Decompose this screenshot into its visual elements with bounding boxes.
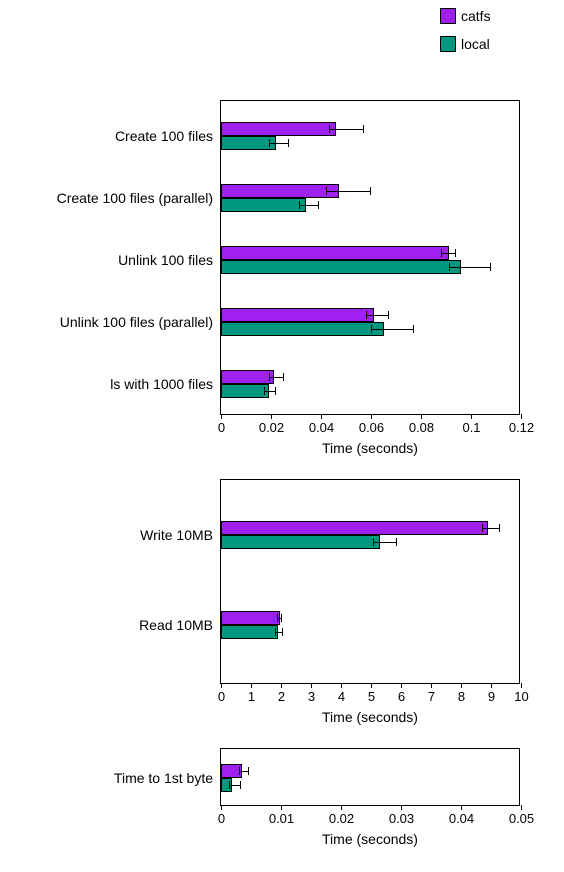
xtick-label: 0.02 bbox=[259, 420, 284, 435]
xtick: 0 bbox=[221, 805, 222, 810]
category-label: Time to 1st byte bbox=[114, 770, 213, 786]
catfs-bar bbox=[221, 122, 336, 136]
xtick: 0.12 bbox=[521, 414, 522, 419]
xtick: 0.05 bbox=[521, 805, 522, 810]
xtick: 10 bbox=[521, 683, 522, 688]
local-bar bbox=[221, 535, 380, 549]
xtick-label: 4 bbox=[338, 689, 345, 704]
legend-item: local bbox=[440, 36, 491, 52]
error-bar bbox=[482, 528, 500, 529]
category-label: ls with 1000 files bbox=[110, 376, 213, 392]
catfs-bar bbox=[221, 611, 280, 625]
xtick: 0.01 bbox=[281, 805, 282, 810]
chart-panel: 00.020.040.060.080.10.12Time (seconds)Cr… bbox=[220, 100, 520, 415]
xtick-label: 0 bbox=[218, 811, 225, 826]
xtick-label: 10 bbox=[514, 689, 528, 704]
error-bar bbox=[269, 143, 289, 144]
catfs-bar bbox=[221, 184, 339, 198]
xtick: 7 bbox=[431, 683, 432, 688]
xtick-label: 9 bbox=[488, 689, 495, 704]
local-bar bbox=[221, 625, 278, 639]
error-bar bbox=[371, 329, 414, 330]
xtick-label: 0.1 bbox=[462, 420, 480, 435]
xtick: 0 bbox=[221, 414, 222, 419]
x-axis-label: Time (seconds) bbox=[322, 440, 418, 456]
legend-label: local bbox=[461, 36, 490, 52]
chart-panel: 012345678910Time (seconds)Write 10MBRead… bbox=[220, 479, 520, 684]
xtick: 0 bbox=[221, 683, 222, 688]
category-label: Unlink 100 files (parallel) bbox=[60, 314, 213, 330]
category-label: Create 100 files bbox=[115, 128, 213, 144]
error-bar bbox=[326, 191, 371, 192]
xtick: 0.04 bbox=[461, 805, 462, 810]
error-bar bbox=[229, 785, 241, 786]
legend-label: catfs bbox=[461, 8, 491, 24]
catfs-bar bbox=[221, 246, 449, 260]
xtick: 9 bbox=[491, 683, 492, 688]
xtick-label: 0.04 bbox=[449, 811, 474, 826]
xtick-label: 0.03 bbox=[389, 811, 414, 826]
xtick: 8 bbox=[461, 683, 462, 688]
error-bar bbox=[366, 315, 389, 316]
xtick-label: 0.01 bbox=[269, 811, 294, 826]
xtick-label: 0 bbox=[218, 689, 225, 704]
legend-item: catfs bbox=[440, 8, 491, 24]
xtick-label: 0.04 bbox=[309, 420, 334, 435]
error-bar bbox=[277, 618, 282, 619]
error-bar bbox=[449, 267, 492, 268]
xtick: 0.08 bbox=[421, 414, 422, 419]
xtick-label: 8 bbox=[458, 689, 465, 704]
xtick: 0.03 bbox=[401, 805, 402, 810]
catfs-bar bbox=[221, 521, 488, 535]
error-bar bbox=[299, 205, 319, 206]
xtick-label: 1 bbox=[248, 689, 255, 704]
chart-panel: 00.010.020.030.040.05Time (seconds)Time … bbox=[220, 748, 520, 806]
xtick: 4 bbox=[341, 683, 342, 688]
xtick: 0.1 bbox=[471, 414, 472, 419]
error-bar bbox=[239, 771, 249, 772]
xtick-label: 0.08 bbox=[409, 420, 434, 435]
xtick: 1 bbox=[251, 683, 252, 688]
xtick-label: 5 bbox=[368, 689, 375, 704]
error-bar bbox=[329, 129, 364, 130]
xtick-label: 2 bbox=[278, 689, 285, 704]
catfs-bar bbox=[221, 370, 274, 384]
xtick: 0.04 bbox=[321, 414, 322, 419]
local-bar bbox=[221, 260, 461, 274]
local-bar bbox=[221, 384, 269, 398]
error-bar bbox=[441, 253, 456, 254]
category-label: Create 100 files (parallel) bbox=[57, 190, 213, 206]
category-label: Unlink 100 files bbox=[118, 252, 213, 268]
xtick-label: 0.02 bbox=[329, 811, 354, 826]
x-axis-label: Time (seconds) bbox=[322, 709, 418, 725]
legend-swatch bbox=[440, 8, 456, 24]
xtick: 5 bbox=[371, 683, 372, 688]
category-label: Read 10MB bbox=[139, 617, 213, 633]
xtick: 0.02 bbox=[271, 414, 272, 419]
xtick: 2 bbox=[281, 683, 282, 688]
xtick: 3 bbox=[311, 683, 312, 688]
xtick-label: 0.12 bbox=[509, 420, 534, 435]
xtick-label: 6 bbox=[398, 689, 405, 704]
xtick-label: 3 bbox=[308, 689, 315, 704]
legend-swatch bbox=[440, 36, 456, 52]
error-bar bbox=[373, 542, 397, 543]
legend: catfs local bbox=[440, 8, 491, 64]
local-bar bbox=[221, 322, 384, 336]
xtick: 0.02 bbox=[341, 805, 342, 810]
error-bar bbox=[269, 377, 284, 378]
error-bar bbox=[275, 632, 283, 633]
xtick-label: 0.06 bbox=[359, 420, 384, 435]
xtick-label: 0 bbox=[218, 420, 225, 435]
xtick: 0.06 bbox=[371, 414, 372, 419]
catfs-bar bbox=[221, 308, 374, 322]
category-label: Write 10MB bbox=[140, 527, 213, 543]
xtick-label: 0.05 bbox=[509, 811, 534, 826]
error-bar bbox=[264, 391, 277, 392]
xtick-label: 7 bbox=[428, 689, 435, 704]
x-axis-label: Time (seconds) bbox=[322, 831, 418, 847]
local-bar bbox=[221, 198, 306, 212]
xtick: 6 bbox=[401, 683, 402, 688]
